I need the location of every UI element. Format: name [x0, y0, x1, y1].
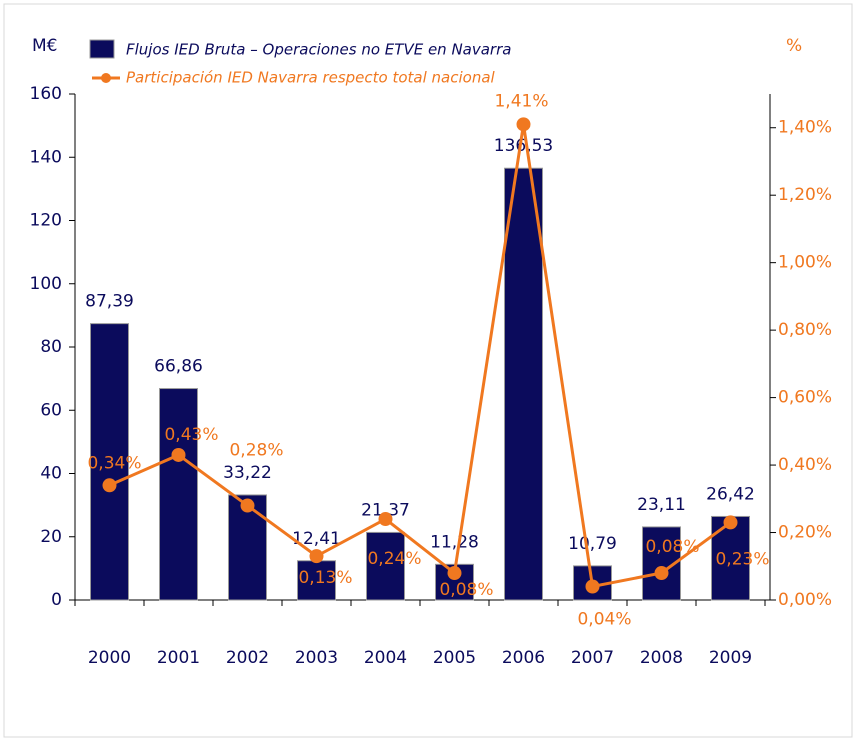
- y-tick-label: 40: [40, 464, 62, 484]
- bar-label: 11,28: [430, 532, 479, 552]
- bar-label: 33,22: [223, 463, 272, 483]
- x-tick-label: 2006: [502, 648, 545, 668]
- line-marker: [723, 515, 738, 530]
- y-tick-label: 60: [40, 400, 62, 420]
- bar-label: 12,41: [292, 529, 341, 549]
- legend-label: Flujos IED Bruta – Operaciones no ETVE e…: [126, 41, 511, 59]
- bar-label: 66,86: [154, 357, 203, 377]
- x-tick-label: 2008: [640, 648, 683, 668]
- y-tick-label: 160: [30, 84, 62, 104]
- line-label: 0,13%: [298, 568, 352, 588]
- y2-tick-label: 0,20%: [778, 523, 832, 543]
- bar: [366, 531, 405, 601]
- line-label: 0,43%: [164, 425, 218, 445]
- line-label: 0,08%: [645, 537, 699, 557]
- line-marker: [447, 566, 462, 581]
- x-tick-label: 2004: [364, 648, 407, 668]
- y2-axis-title: %: [786, 36, 802, 56]
- line-marker: [309, 549, 324, 564]
- line-label: 0,24%: [367, 549, 421, 569]
- line-marker: [585, 579, 600, 594]
- frame: [3, 3, 853, 738]
- line-label: 0,08%: [439, 580, 493, 600]
- x-tick-label: 2000: [88, 648, 131, 668]
- x-tick-label: 2005: [433, 648, 476, 668]
- y2-tick-label: 1,40%: [778, 118, 832, 138]
- bar-label: 136,53: [494, 136, 553, 156]
- y-tick-label: 80: [40, 337, 62, 357]
- y-tick-label: 120: [30, 211, 62, 231]
- y-axis-title: M€: [32, 36, 57, 56]
- line-marker: [102, 478, 117, 493]
- line-label: 0,23%: [715, 549, 769, 569]
- line: [108, 124, 732, 589]
- y2-tick-label: 0,00%: [778, 590, 832, 610]
- y2-tick-label: 1,20%: [778, 185, 832, 205]
- bar-label: 10,79: [568, 534, 617, 554]
- line-marker: [516, 117, 531, 132]
- x-tick-label: 2007: [571, 648, 614, 668]
- legend-label: Participación IED Navarra respecto total…: [126, 69, 496, 87]
- bar-label: 87,39: [85, 292, 134, 312]
- line-label: 1,41%: [494, 91, 548, 111]
- y2-tick-label: 0,40%: [778, 455, 832, 475]
- line-marker: [171, 447, 186, 462]
- bar-label: 26,42: [706, 484, 755, 504]
- bar: [90, 323, 129, 601]
- x-tick-label: 2001: [157, 648, 200, 668]
- x-tick-label: 2002: [226, 648, 269, 668]
- line-marker: [240, 498, 255, 513]
- y-tick-label: 140: [30, 147, 62, 167]
- bar: [504, 167, 543, 601]
- y2-tick-label: 0,60%: [778, 388, 832, 408]
- bar: [159, 388, 198, 601]
- y2-tick-label: 1,00%: [778, 253, 832, 273]
- line-label: 0,04%: [577, 610, 631, 630]
- line-label: 0,34%: [87, 453, 141, 473]
- bar-label: 21,37: [361, 500, 410, 520]
- line-label: 0,28%: [229, 441, 283, 461]
- x-tick-label: 2009: [709, 648, 752, 668]
- y-tick-label: 100: [30, 274, 62, 294]
- y-tick-label: 20: [40, 527, 62, 547]
- line-marker: [378, 512, 393, 527]
- y-tick-label: 0: [51, 590, 62, 610]
- bar-label: 23,11: [637, 495, 686, 515]
- legend-marker: [101, 73, 111, 83]
- y2-tick-label: 0,80%: [778, 320, 832, 340]
- line-marker: [654, 566, 669, 581]
- x-tick-label: 2003: [295, 648, 338, 668]
- legend-swatch-bar: [89, 39, 115, 59]
